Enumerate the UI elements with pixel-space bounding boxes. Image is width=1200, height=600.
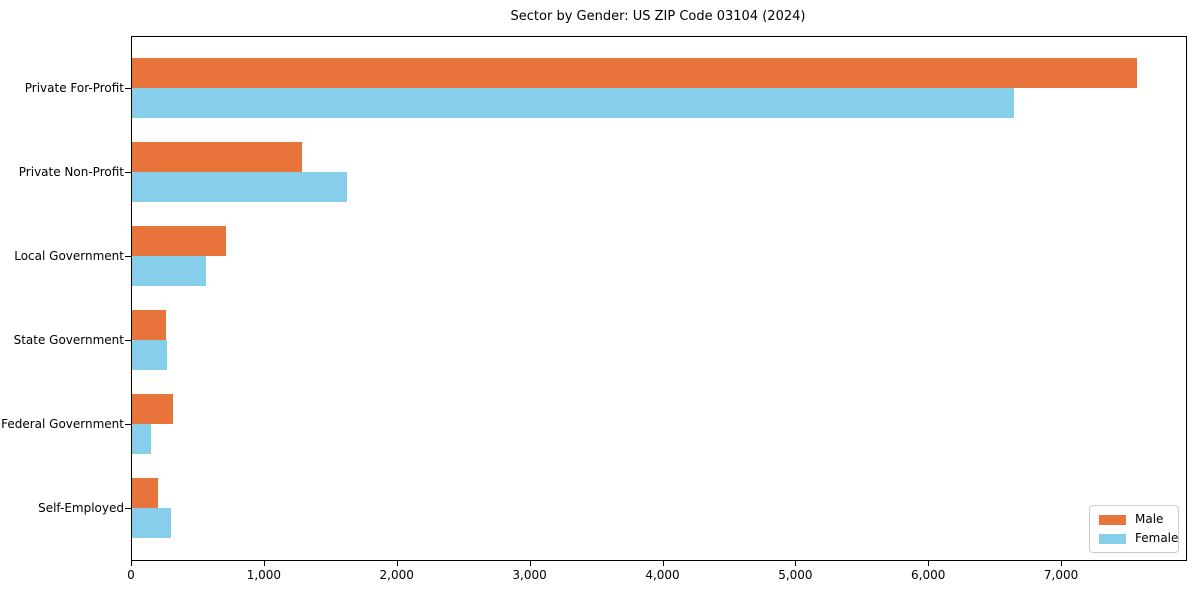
y-tick-label: Self-Employed [38, 501, 124, 515]
x-tick-label: 2,000 [379, 568, 414, 582]
y-tick-mark [125, 256, 131, 257]
x-tick-mark [263, 561, 265, 566]
bar-female-self-employed [132, 508, 171, 538]
y-tick-mark [125, 508, 131, 509]
y-tick-mark [125, 88, 131, 89]
y-tick-label: Local Government [14, 249, 124, 263]
legend-entry-female: Female [1099, 532, 1178, 545]
bar-male-local-government [132, 226, 226, 256]
x-tick-mark [396, 561, 398, 566]
male-legend-label: Male [1135, 512, 1164, 526]
y-tick-mark [125, 340, 131, 341]
x-tick-mark [529, 561, 531, 566]
y-tick-label: State Government [13, 333, 124, 347]
y-tick-label: Private For-Profit [24, 81, 124, 95]
x-tick-label: 5,000 [778, 568, 813, 582]
y-tick-label: Private Non-Profit [18, 165, 124, 179]
y-tick-mark [125, 424, 131, 425]
x-tick-label: 1,000 [246, 568, 282, 582]
bar-male-self-employed [132, 478, 158, 508]
bar-female-private-for-profit [132, 88, 1015, 118]
bar-male-state-government [132, 310, 166, 340]
plot-area [131, 36, 1187, 561]
bar-female-local-government [132, 256, 207, 286]
male-legend-swatch [1099, 514, 1126, 525]
legend: Male Female [1089, 505, 1179, 553]
chart-title: Sector by Gender: US ZIP Code 03104 (202… [510, 9, 806, 24]
bar-male-private-for-profit [132, 58, 1137, 88]
female-legend-swatch [1099, 533, 1126, 544]
bar-female-private-non-profit [132, 172, 347, 202]
legend-entry-male: Male [1099, 513, 1169, 526]
x-tick-label: 0 [127, 568, 135, 582]
x-tick-mark [928, 561, 930, 566]
x-tick-label: 6,000 [911, 568, 946, 582]
x-tick-label: 4,000 [645, 568, 680, 582]
x-tick-label: 3,000 [512, 568, 547, 582]
y-tick-label: Federal Government [1, 417, 124, 431]
x-tick-mark [662, 561, 664, 566]
x-tick-mark [1061, 561, 1063, 566]
x-tick-mark [795, 561, 797, 566]
x-tick-label: 7,000 [1043, 568, 1079, 582]
y-tick-mark [125, 172, 131, 173]
bar-female-state-government [132, 340, 167, 370]
x-tick-mark [131, 561, 132, 566]
bar-male-private-non-profit [132, 142, 303, 172]
bar-female-federal-government [132, 424, 151, 454]
bar-male-federal-government [132, 394, 174, 424]
female-legend-label: Female [1135, 531, 1179, 545]
